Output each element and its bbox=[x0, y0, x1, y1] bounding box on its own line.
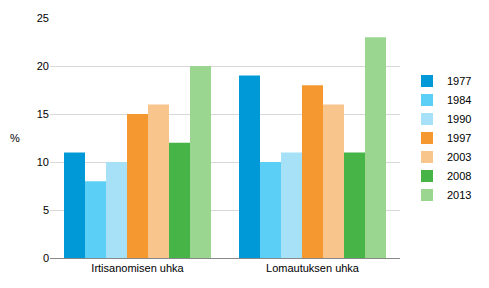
svg-text:5: 5 bbox=[43, 204, 49, 216]
svg-text:20: 20 bbox=[37, 60, 49, 72]
svg-text:1990: 1990 bbox=[447, 113, 471, 125]
svg-text:%: % bbox=[10, 132, 20, 144]
svg-text:2013: 2013 bbox=[447, 189, 471, 201]
svg-text:2008: 2008 bbox=[447, 170, 471, 182]
svg-text:2003: 2003 bbox=[447, 151, 471, 163]
svg-text:10: 10 bbox=[37, 156, 49, 168]
svg-text:Irtisanomisen uhka: Irtisanomisen uhka bbox=[91, 262, 184, 274]
svg-text:0: 0 bbox=[43, 252, 49, 264]
svg-text:1977: 1977 bbox=[447, 75, 471, 87]
svg-text:1984: 1984 bbox=[447, 94, 471, 106]
svg-text:15: 15 bbox=[37, 108, 49, 120]
svg-text:Lomautuksen uhka: Lomautuksen uhka bbox=[266, 262, 360, 274]
svg-text:25: 25 bbox=[37, 12, 49, 24]
svg-text:1997: 1997 bbox=[447, 132, 471, 144]
